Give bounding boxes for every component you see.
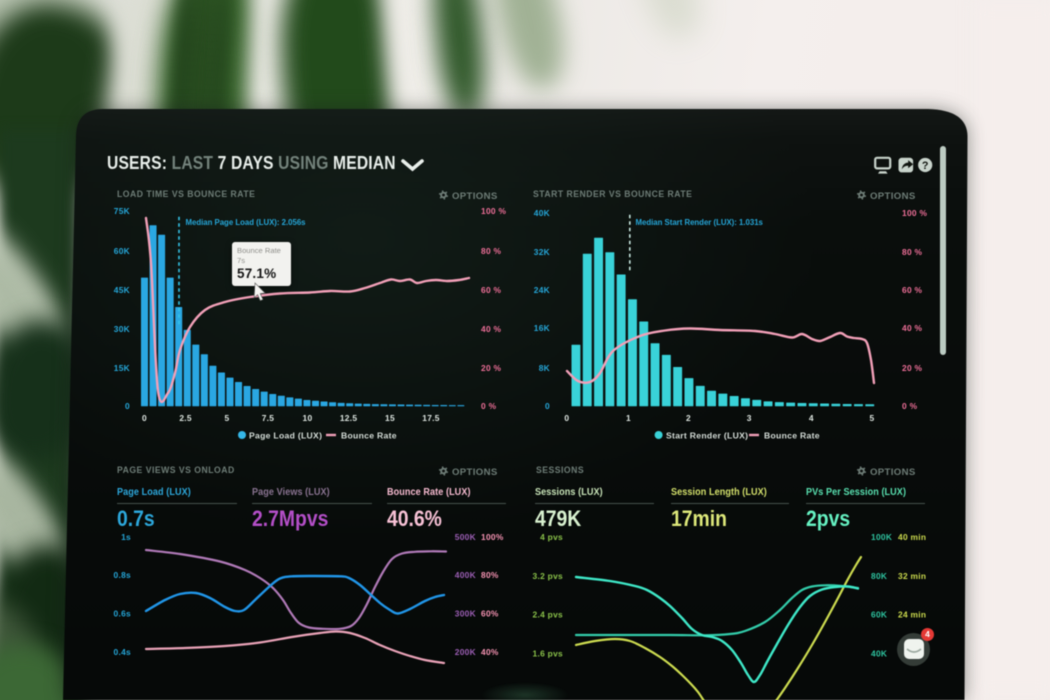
svg-text:2.5: 2.5 xyxy=(179,413,192,423)
svg-text:40 min: 40 min xyxy=(898,532,926,542)
svg-text:45K: 45K xyxy=(114,285,130,295)
svg-text:0 %: 0 % xyxy=(902,401,918,411)
svg-text:32 min: 32 min xyxy=(898,571,926,581)
svg-text:300K: 300K xyxy=(455,609,476,619)
svg-text:15K: 15K xyxy=(114,363,130,373)
svg-text:5: 5 xyxy=(225,413,230,423)
svg-text:60 %: 60 % xyxy=(481,285,502,295)
svg-text:40K: 40K xyxy=(534,208,550,218)
svg-text:8K: 8K xyxy=(539,363,550,373)
svg-text:40 %: 40 % xyxy=(481,324,502,334)
svg-text:16K: 16K xyxy=(534,323,550,333)
svg-text:2: 2 xyxy=(686,413,691,423)
svg-text:1: 1 xyxy=(626,413,631,423)
svg-text:?: ? xyxy=(922,160,929,172)
svg-text:80%: 80% xyxy=(481,570,499,580)
svg-text:24K: 24K xyxy=(534,285,550,295)
svg-text:0 %: 0 % xyxy=(481,401,497,411)
svg-text:0.8s: 0.8s xyxy=(113,570,131,580)
svg-text:0: 0 xyxy=(142,413,147,423)
svg-text:32K: 32K xyxy=(534,247,550,257)
svg-text:3.2 pvs: 3.2 pvs xyxy=(532,571,563,581)
svg-text:7.5: 7.5 xyxy=(262,413,275,423)
svg-text:OPTIONS: OPTIONS xyxy=(452,191,498,202)
svg-text:OPTIONS: OPTIONS xyxy=(870,467,916,478)
svg-text:80 %: 80 % xyxy=(481,246,502,256)
svg-text:0.6s: 0.6s xyxy=(113,609,131,619)
svg-text:10: 10 xyxy=(303,413,313,423)
svg-text:1.6 pvs: 1.6 pvs xyxy=(532,649,563,659)
svg-text:100%: 100% xyxy=(481,532,504,542)
svg-text:Bounce Rate: Bounce Rate xyxy=(764,431,820,441)
svg-text:2.4 pvs: 2.4 pvs xyxy=(532,610,563,620)
svg-text:4: 4 xyxy=(809,413,814,423)
svg-text:40%: 40% xyxy=(481,647,499,657)
svg-text:Median Start Render (LUX): 1.0: Median Start Render (LUX): 1.031s xyxy=(636,218,764,227)
svg-text:75K: 75K xyxy=(114,206,130,216)
svg-text:100K: 100K xyxy=(871,532,892,542)
svg-text:Median Page Load (LUX): 2.056s: Median Page Load (LUX): 2.056s xyxy=(186,218,307,227)
svg-text:15: 15 xyxy=(385,413,395,423)
svg-text:OPTIONS: OPTIONS xyxy=(870,191,916,202)
svg-text:4 pvs: 4 pvs xyxy=(540,532,563,542)
svg-text:OPTIONS: OPTIONS xyxy=(452,467,498,478)
svg-text:0.4s: 0.4s xyxy=(113,647,131,657)
svg-text:200K: 200K xyxy=(455,647,476,657)
svg-text:Start Render (LUX): Start Render (LUX) xyxy=(666,431,748,441)
svg-text:100 %: 100 % xyxy=(481,206,507,216)
svg-text:20 %: 20 % xyxy=(481,363,502,373)
svg-text:20 %: 20 % xyxy=(902,363,923,373)
svg-text:0: 0 xyxy=(545,401,550,411)
svg-text:60%: 60% xyxy=(481,609,499,619)
svg-text:80 %: 80 % xyxy=(902,247,923,257)
svg-text:12.5: 12.5 xyxy=(340,413,358,423)
svg-text:60 %: 60 % xyxy=(902,285,923,295)
svg-text:60K: 60K xyxy=(871,610,887,620)
svg-text:0: 0 xyxy=(564,413,569,423)
svg-text:5: 5 xyxy=(870,413,875,423)
svg-text:40 %: 40 % xyxy=(902,323,923,333)
svg-text:100 %: 100 % xyxy=(902,208,928,218)
svg-text:40K: 40K xyxy=(871,649,887,659)
svg-text:24 min: 24 min xyxy=(898,610,926,620)
svg-text:80K: 80K xyxy=(871,571,887,581)
svg-text:30K: 30K xyxy=(114,324,130,334)
svg-text:400K: 400K xyxy=(455,570,476,580)
svg-text:17.5: 17.5 xyxy=(422,413,440,423)
svg-text:60K: 60K xyxy=(114,246,130,256)
svg-text:0: 0 xyxy=(125,401,130,411)
svg-text:3: 3 xyxy=(747,413,752,423)
svg-text:1s: 1s xyxy=(121,532,131,542)
svg-text:500K: 500K xyxy=(455,532,476,542)
svg-text:Page Load (LUX): Page Load (LUX) xyxy=(249,431,322,441)
svg-text:Bounce Rate: Bounce Rate xyxy=(341,431,397,441)
